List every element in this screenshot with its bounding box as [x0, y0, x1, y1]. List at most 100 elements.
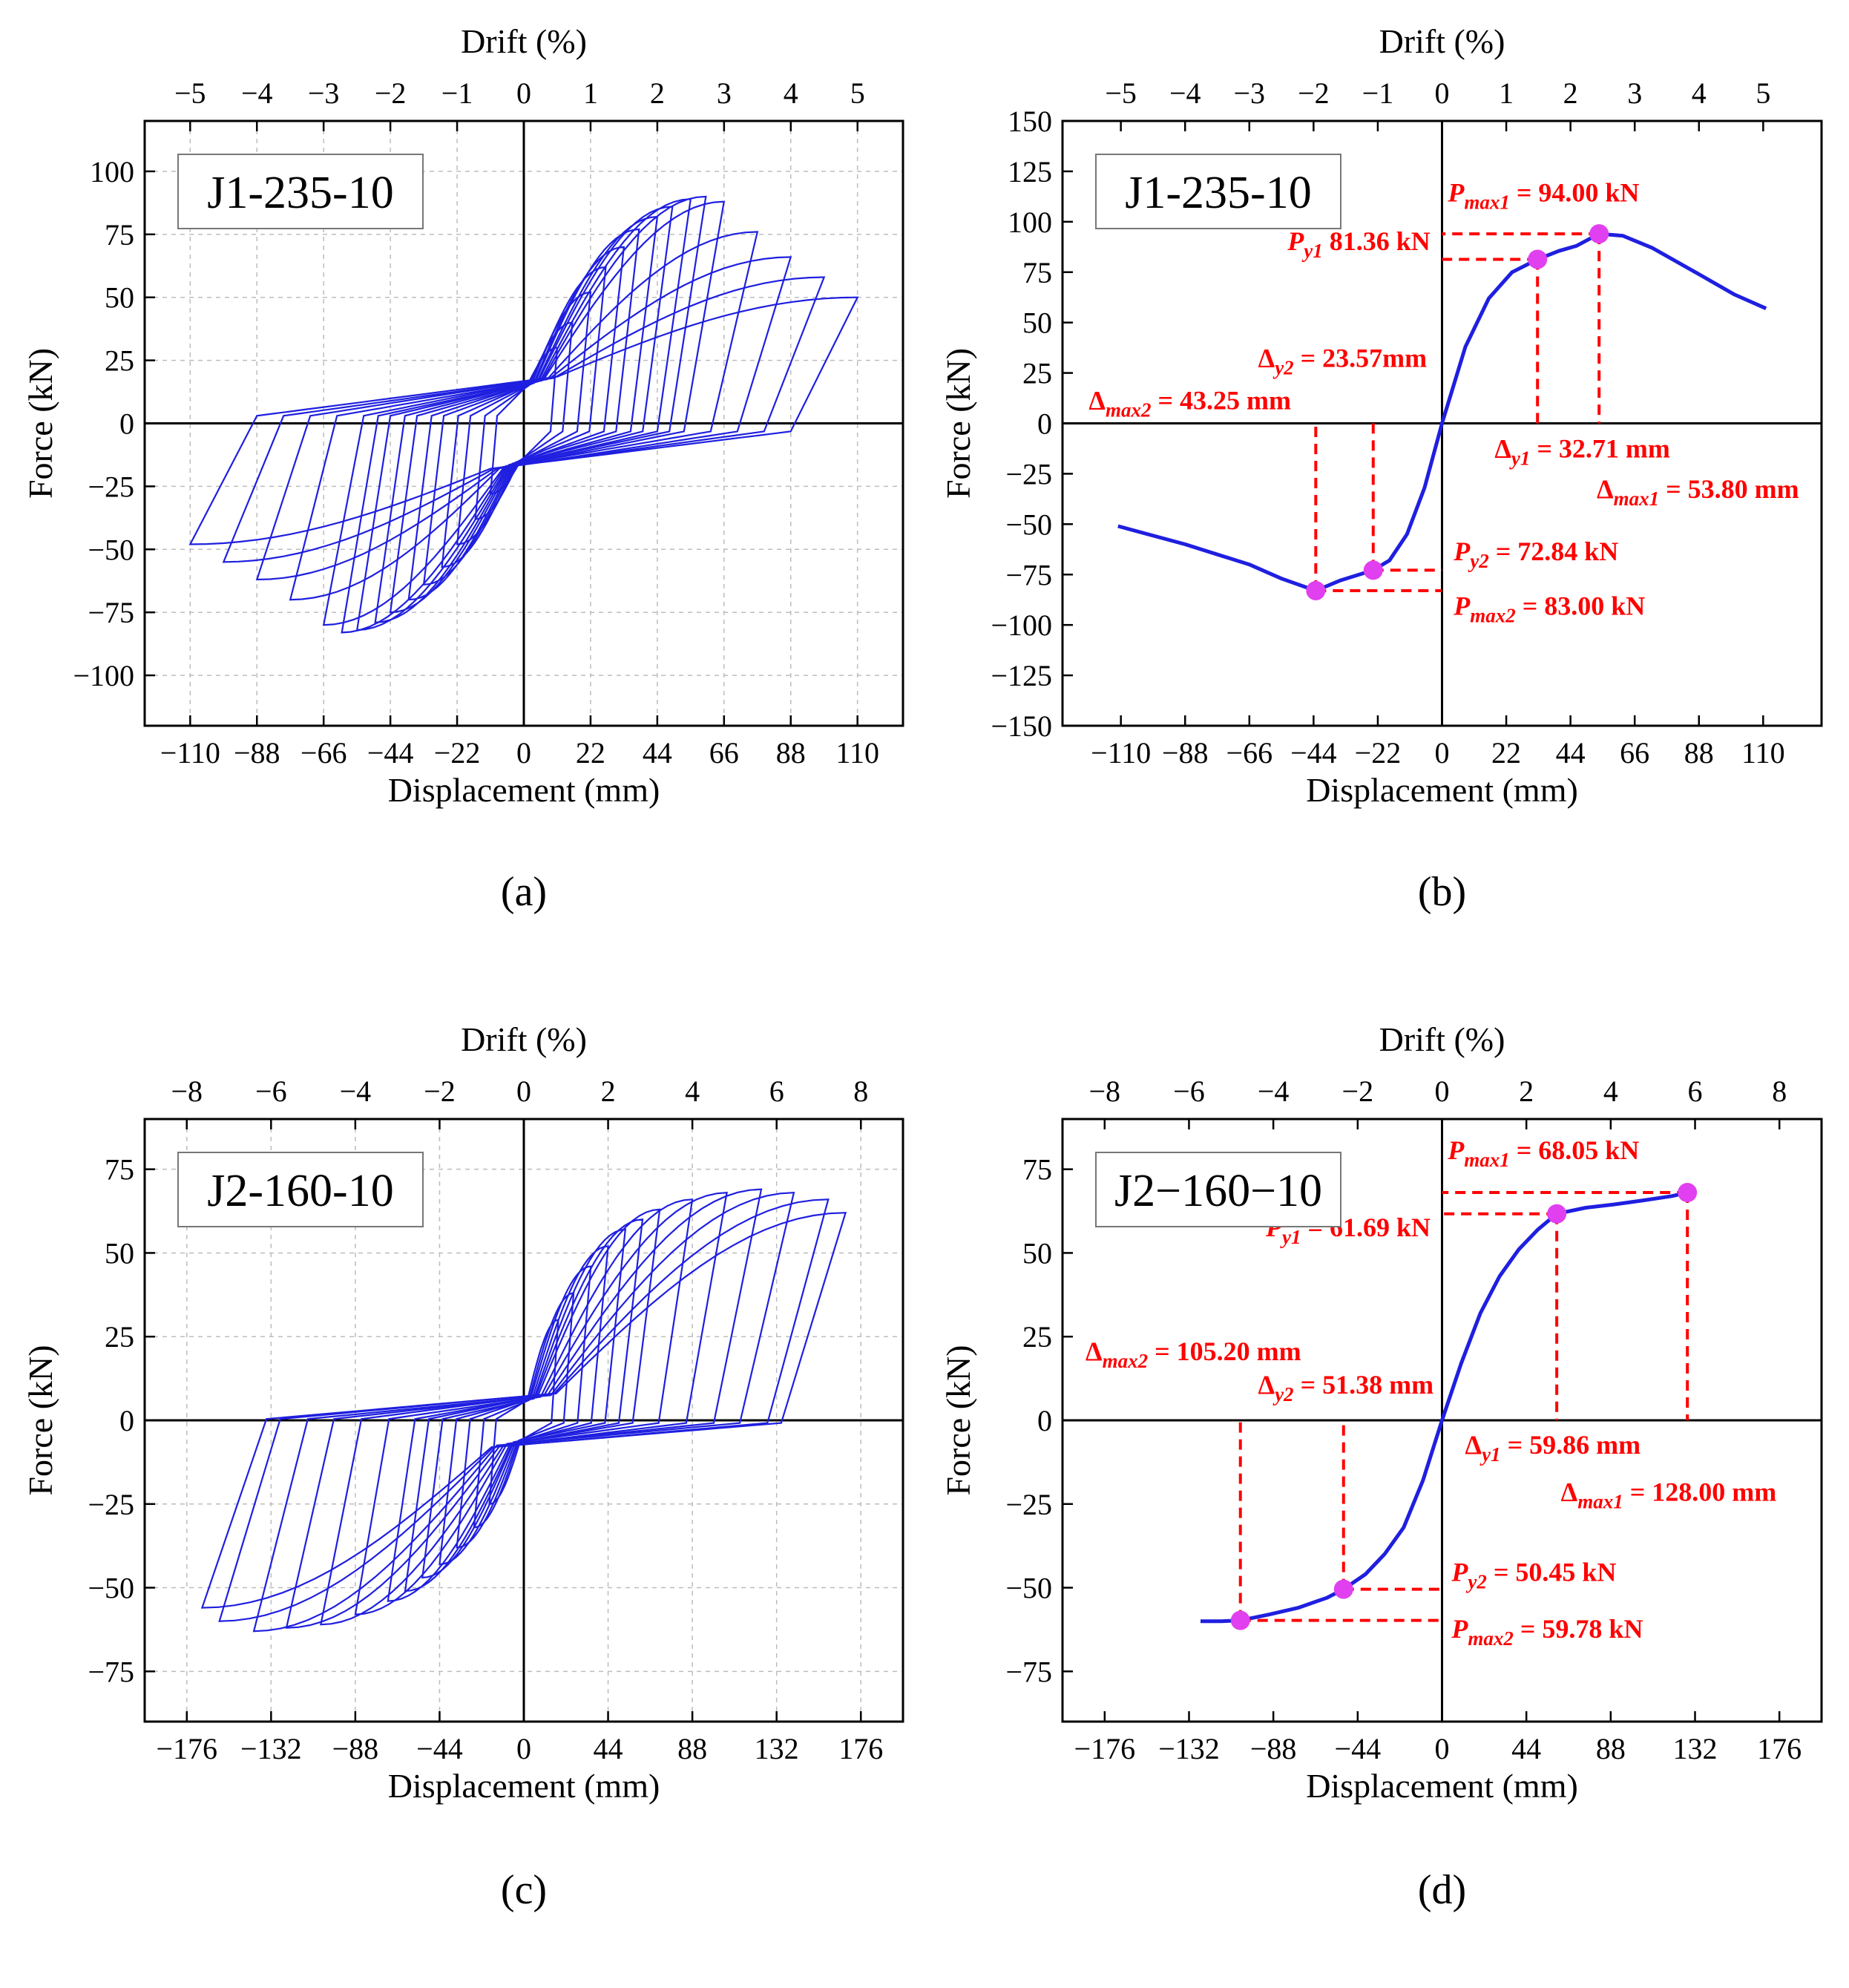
x-tick-label: −132 — [1158, 1732, 1220, 1765]
x-tick-label: 110 — [835, 736, 879, 770]
plot-area — [1201, 1190, 1688, 1624]
annotation-dmax2: Δmax2 = 105.20 mm — [1086, 1336, 1301, 1372]
x-tick-label: 0 — [516, 736, 531, 770]
x-axis-label: Displacement (mm) — [388, 1767, 660, 1805]
x2-tick-label: 6 — [1688, 1075, 1703, 1108]
y-tick-label: 50 — [1022, 1236, 1052, 1270]
hysteresis-loop — [456, 1265, 592, 1549]
hysteresis-loop — [421, 1228, 627, 1579]
y-tick-label: 25 — [1022, 1320, 1052, 1354]
x-tick-label: 88 — [776, 736, 806, 770]
hysteresis-loop — [389, 215, 659, 614]
characteristic-point — [1333, 1579, 1353, 1599]
y-tick-label: −25 — [1005, 1488, 1052, 1521]
y-tick-label: −50 — [1005, 1572, 1052, 1605]
y-tick-label: 25 — [105, 1320, 134, 1354]
y-tick-label: −25 — [1005, 457, 1052, 491]
y-tick-label: 125 — [1008, 155, 1052, 188]
x2-tick-label: 4 — [685, 1075, 700, 1108]
y-tick-label: −75 — [1005, 1655, 1052, 1688]
y-tick-label: −25 — [88, 1488, 134, 1521]
hysteresis-loop — [222, 276, 826, 563]
x2-tick-label: 0 — [516, 76, 531, 110]
x2-tick-label: −2 — [1298, 76, 1330, 110]
x-tick-label: −88 — [234, 736, 280, 770]
annotation-dmax2: Δmax2 = 43.25 mm — [1088, 385, 1291, 421]
x-tick-label: 132 — [755, 1732, 799, 1765]
x-tick-label: 176 — [838, 1732, 883, 1765]
x-tick-label: −44 — [1290, 736, 1337, 770]
hysteresis-loop — [200, 1212, 847, 1609]
y-tick-label: 25 — [105, 344, 134, 378]
plot-area — [200, 1188, 847, 1633]
x-tick-label: 88 — [677, 1732, 707, 1765]
x-tick-label: 0 — [516, 1732, 531, 1765]
y-tick-label: 75 — [105, 218, 134, 252]
x2-tick-label: −3 — [1234, 76, 1266, 110]
hysteresis-loop — [188, 296, 859, 545]
y-tick-label: 0 — [119, 1404, 134, 1437]
y-tick-label: −50 — [1005, 508, 1052, 541]
y-tick-label: 25 — [1022, 357, 1052, 390]
y-axis-label: Force (kN) — [22, 1345, 59, 1495]
annotation-pmax1: Pmax1 = 94.00 kN — [1447, 178, 1639, 214]
y-tick-label: −75 — [88, 1655, 134, 1688]
y-tick-label: 0 — [1037, 407, 1052, 441]
x2-tick-label: −2 — [375, 76, 407, 110]
x2-tick-label: −4 — [241, 76, 273, 110]
x2-tick-label: 4 — [784, 76, 798, 110]
y-tick-label: 50 — [1022, 306, 1052, 340]
x2-tick-label: −2 — [424, 1075, 456, 1108]
x2-tick-label: −4 — [1258, 1075, 1290, 1108]
x2-tick-label: 2 — [601, 1075, 616, 1108]
panel-label: (c) — [501, 1867, 547, 1913]
annotation-py2: Py2 = 72.84 kN — [1453, 537, 1618, 572]
y-tick-label: 100 — [1008, 206, 1052, 239]
x-tick-label: 22 — [1491, 736, 1521, 770]
hysteresis-loop — [289, 231, 759, 601]
x2-tick-label: 0 — [516, 1075, 531, 1108]
specimen-label: J1-235-10 — [1125, 168, 1311, 218]
annotation-pmax1: Pmax1 = 68.05 kN — [1447, 1135, 1639, 1171]
annotation-dy1: Δy1 = 32.71 mm — [1494, 434, 1670, 470]
x-tick-label: −176 — [1074, 1732, 1136, 1765]
annotation-pmax2: Pmax2 = 83.00 kN — [1453, 591, 1645, 627]
x2-tick-label: 2 — [650, 76, 665, 110]
x2-tick-label: −4 — [340, 1075, 372, 1108]
hysteresis-loop — [285, 1188, 763, 1629]
y-tick-label: −75 — [88, 596, 134, 629]
hysteresis-loop — [387, 1208, 661, 1602]
x2-tick-label: −5 — [174, 76, 206, 110]
x2-tick-label: 5 — [1756, 76, 1770, 110]
y-axis-label: Force (kN) — [939, 348, 977, 499]
annotation-dy1: Δy1 = 59.86 mm — [1465, 1430, 1641, 1466]
x2-tick-label: 5 — [850, 76, 865, 110]
characteristic-point — [1678, 1183, 1698, 1203]
y-tick-label: −25 — [88, 470, 134, 503]
y-tick-label: 0 — [1037, 1404, 1052, 1437]
x-tick-label: −110 — [1091, 736, 1151, 770]
y-tick-label: −75 — [1005, 558, 1052, 591]
characteristic-point — [1230, 1610, 1250, 1630]
y-tick-label: 150 — [1008, 105, 1052, 138]
x-tick-label: 176 — [1757, 1732, 1802, 1765]
x-tick-label: 88 — [1684, 736, 1714, 770]
x-tick-label: −44 — [416, 1732, 463, 1765]
x2-tick-label: −5 — [1105, 76, 1137, 110]
x-tick-label: −110 — [160, 736, 220, 770]
hysteresis-loop — [441, 266, 607, 568]
specimen-box — [177, 154, 424, 229]
y-tick-label: 75 — [105, 1153, 134, 1187]
characteristic-point — [1589, 224, 1609, 244]
x2-tick-label: −6 — [255, 1075, 287, 1108]
y-tick-label: 50 — [105, 1236, 134, 1270]
x2-tick-label: 2 — [1519, 1075, 1534, 1108]
x2-tick-label: −1 — [441, 76, 473, 110]
chart-panel-2: Pmax1 = 94.00 kN Py1 81.36 kN Δy2 = 23.57m… — [939, 22, 1823, 915]
hysteresis-loop — [341, 195, 707, 634]
x-tick-label: −132 — [240, 1732, 302, 1765]
panel-label: (d) — [1418, 1867, 1466, 1913]
x-tick-label: −22 — [434, 736, 481, 770]
y-tick-label: −100 — [73, 659, 134, 692]
x2-tick-label: 0 — [1435, 76, 1450, 110]
